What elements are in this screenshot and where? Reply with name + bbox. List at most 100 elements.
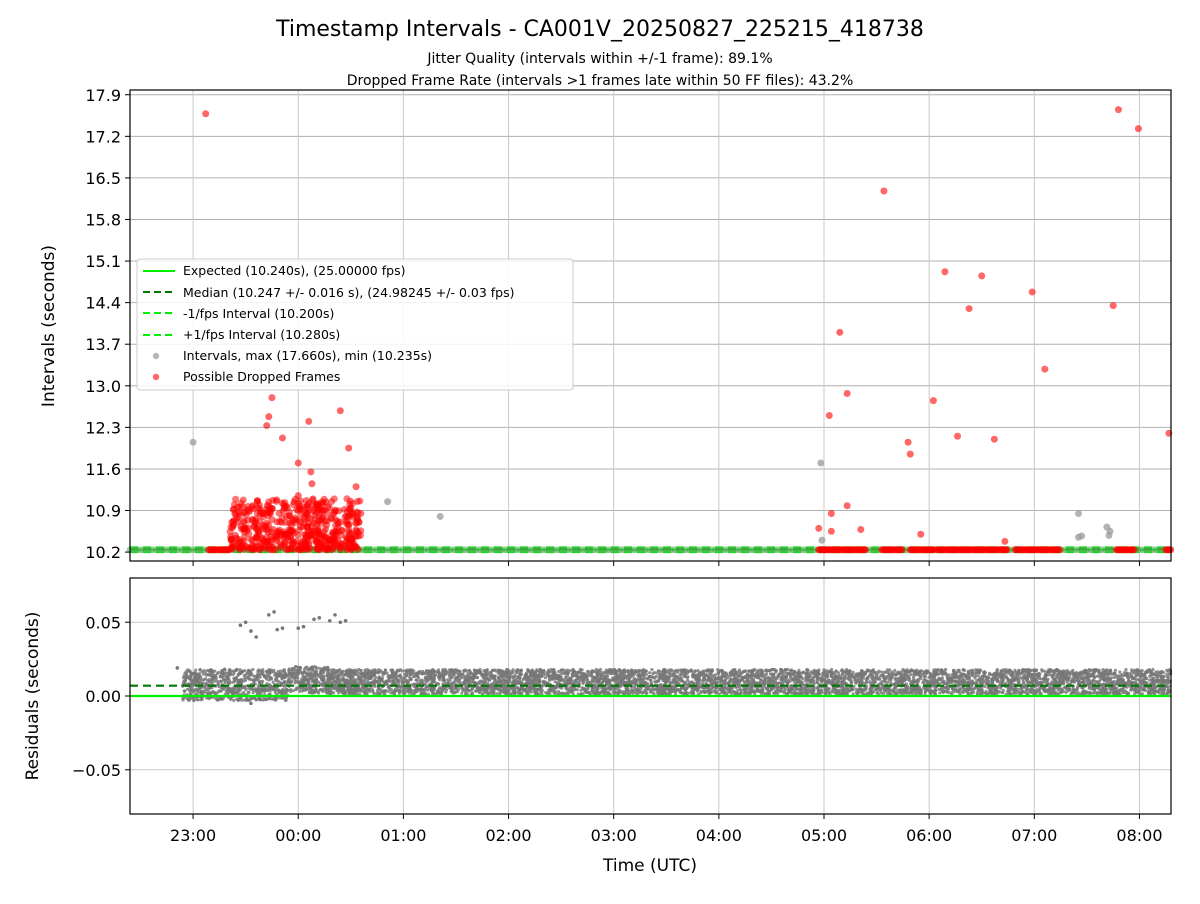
residual-point xyxy=(257,668,260,671)
residual-point xyxy=(236,679,239,682)
dropped-frame-point xyxy=(1041,366,1048,373)
dropped-frame-point xyxy=(243,512,250,519)
residual-point xyxy=(208,673,211,676)
dropped-frame-point xyxy=(254,499,261,506)
dropped-frame-point xyxy=(1001,538,1008,545)
legend-intervals-marker xyxy=(153,353,159,359)
intervals-y-tick-label: 10.2 xyxy=(85,543,121,562)
dropped-frame-point xyxy=(328,498,335,505)
residual-point xyxy=(189,674,192,677)
residual-point xyxy=(289,690,292,693)
residual-point xyxy=(276,670,279,673)
residual-point xyxy=(216,672,219,675)
residual-point xyxy=(226,688,229,691)
residual-point xyxy=(182,679,185,682)
residual-point xyxy=(202,672,205,675)
dropped-frame-point xyxy=(269,505,276,512)
residual-point xyxy=(247,672,250,675)
dropped-frame-point xyxy=(319,531,326,538)
residual-point xyxy=(320,678,323,681)
residual-point xyxy=(260,671,263,674)
dropped-frame-point xyxy=(347,530,354,537)
residual-point xyxy=(318,667,321,670)
intervals-y-tick-label: 17.9 xyxy=(85,86,121,105)
dropped-frame-point xyxy=(332,507,339,514)
dropped-frame-point xyxy=(269,497,276,504)
dropped-frame-point xyxy=(354,498,361,505)
dropped-frame-point xyxy=(242,524,249,531)
dropped-frame-point xyxy=(844,390,851,397)
residual-point xyxy=(313,682,316,685)
intervals-y-tick-label: 17.2 xyxy=(85,127,121,146)
residual-point xyxy=(274,677,277,680)
residual-point xyxy=(322,675,325,678)
residual-point xyxy=(232,670,235,673)
residual-point xyxy=(1163,675,1166,678)
residual-point xyxy=(784,668,787,671)
dropped-frame-point xyxy=(276,510,283,517)
dropped-frame-point xyxy=(308,480,315,487)
dropped-frame-point xyxy=(930,397,937,404)
residual-point xyxy=(290,680,293,683)
dropped-frame-point xyxy=(320,500,327,507)
residual-point xyxy=(255,674,258,677)
residual-point xyxy=(198,688,201,691)
residual-point xyxy=(208,680,211,683)
dropped-frame-point xyxy=(241,534,248,541)
interval-point xyxy=(818,537,825,544)
intervals-y-tick-label: 16.5 xyxy=(85,169,121,188)
residual-point xyxy=(231,692,234,695)
residual-point xyxy=(245,699,248,702)
residual-point xyxy=(213,691,216,694)
dropped-frame-point xyxy=(263,422,270,429)
residual-point xyxy=(293,672,296,675)
intervals-x-ticks xyxy=(193,561,1139,566)
dropped-frame-point xyxy=(310,530,317,537)
residual-point xyxy=(227,681,230,684)
residual-point xyxy=(198,682,201,685)
dropped-frame-point xyxy=(337,407,344,414)
residual-point xyxy=(326,667,329,670)
residual-point xyxy=(188,669,191,672)
residual-point xyxy=(739,671,742,674)
residual-point xyxy=(464,675,467,678)
dropped-frame-point xyxy=(241,546,248,553)
dropped-frame-point xyxy=(304,510,311,517)
residual-point xyxy=(290,676,293,679)
dropped-frame-point xyxy=(345,445,352,452)
residual-point xyxy=(193,677,196,680)
residual-point xyxy=(321,689,324,692)
intervals-y-tick-label: 12.3 xyxy=(85,418,121,437)
residual-point xyxy=(237,673,240,676)
dropped-frame-point xyxy=(280,541,287,548)
dropped-frame-point xyxy=(303,533,310,540)
residual-point xyxy=(272,681,275,684)
dropped-frame-point xyxy=(352,520,359,527)
residual-point xyxy=(1088,692,1091,695)
residual-point xyxy=(942,686,945,689)
chart-title: Timestamp Intervals - CA001V_20250827_22… xyxy=(275,17,924,42)
dropped-frame-point xyxy=(1056,546,1063,553)
residual-point xyxy=(201,682,204,685)
dropped-frame-point xyxy=(262,526,269,533)
interval-point xyxy=(1107,528,1114,535)
dropped-frame-point xyxy=(280,501,287,508)
interval-point xyxy=(817,459,824,466)
residual-point xyxy=(300,689,303,692)
dropped-frame-point xyxy=(202,110,209,117)
dropped-frame-point xyxy=(286,512,293,519)
residual-point xyxy=(274,691,277,694)
dropped-frame-point xyxy=(844,502,851,509)
dropped-frame-point xyxy=(295,459,302,466)
residual-point xyxy=(226,672,229,675)
residual-point xyxy=(293,681,296,684)
intervals-y-axis-label: Intervals (seconds) xyxy=(39,245,59,407)
residual-point xyxy=(209,692,212,695)
residual-point xyxy=(188,687,191,690)
residual-point xyxy=(880,670,883,673)
residual-point xyxy=(251,687,254,690)
dropped-frame-point xyxy=(345,522,352,529)
residual-point xyxy=(826,687,829,690)
